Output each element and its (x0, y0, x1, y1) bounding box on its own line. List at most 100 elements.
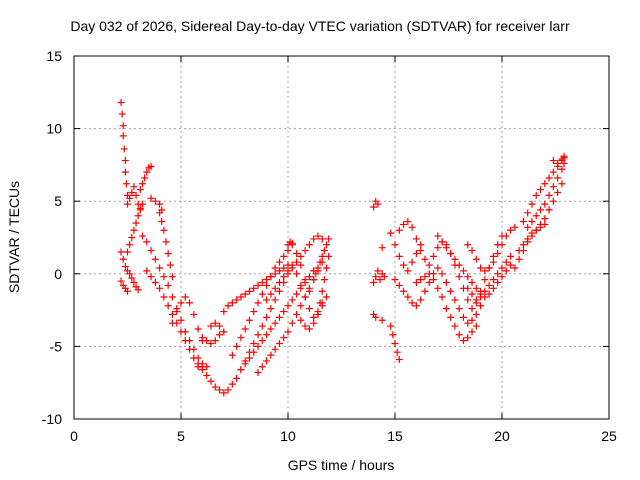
data-point (280, 308, 288, 316)
data-point (370, 279, 378, 287)
data-point (305, 284, 313, 292)
data-point (134, 212, 142, 220)
data-point (124, 287, 131, 295)
data-point (258, 363, 266, 371)
data-point (126, 270, 134, 278)
data-point (421, 287, 429, 295)
data-point (442, 279, 450, 287)
data-series (284, 238, 296, 249)
data-point (245, 354, 253, 362)
data-point (395, 226, 403, 234)
data-point (464, 241, 472, 249)
data-point (119, 132, 127, 140)
data-point (168, 273, 176, 281)
data-point (128, 234, 136, 241)
data-point (254, 369, 262, 377)
data-point (128, 188, 136, 196)
x-tick-label: 15 (387, 428, 403, 444)
data-point (130, 279, 138, 287)
data-point (434, 284, 442, 292)
data-series (220, 261, 292, 316)
data-point (160, 273, 168, 281)
data-point (156, 284, 164, 292)
data-point (233, 374, 241, 382)
data-series (370, 197, 382, 211)
data-point (305, 241, 313, 249)
data-point (545, 206, 553, 214)
data-point (132, 219, 140, 227)
data-point (284, 302, 292, 310)
data-series (387, 322, 403, 363)
data-point (485, 264, 493, 272)
data-points-layer (117, 98, 568, 397)
plot-frame (73, 55, 610, 420)
data-point (323, 264, 331, 272)
data-point (541, 200, 549, 208)
data-point (554, 188, 562, 196)
data-point (301, 279, 309, 287)
data-point (391, 241, 399, 249)
data-series (519, 154, 568, 226)
data-point (190, 310, 198, 318)
data-point (280, 252, 288, 260)
y-tick-label: 15 (46, 48, 62, 64)
data-series (138, 232, 211, 371)
data-point (267, 325, 275, 333)
data-point (318, 287, 326, 295)
data-point (254, 299, 262, 307)
y-axis-label: SDTVAR / TECUs (6, 181, 22, 293)
data-point (532, 191, 540, 199)
data-point (301, 293, 309, 301)
x-tick-label: 0 (70, 428, 78, 444)
data-point (507, 261, 515, 269)
data-series (117, 277, 131, 295)
data-point (519, 241, 527, 249)
data-series (136, 162, 155, 194)
data-point (186, 345, 194, 353)
data-point (136, 186, 144, 194)
data-series (194, 363, 224, 394)
data-point (438, 270, 446, 278)
data-series (378, 244, 386, 252)
data-point (177, 299, 185, 307)
data-point (138, 180, 146, 188)
data-point (380, 273, 388, 281)
data-point (502, 258, 510, 266)
data-point (263, 331, 271, 339)
data-series (168, 293, 206, 345)
data-point (549, 197, 557, 205)
data-point (451, 255, 459, 263)
data-series (391, 264, 485, 327)
data-point (511, 223, 519, 231)
data-point (472, 296, 480, 304)
data-point (537, 186, 545, 194)
data-point (468, 328, 476, 336)
data-point (143, 238, 151, 246)
data-point (241, 290, 249, 298)
data-point (301, 247, 309, 255)
data-point (267, 290, 275, 298)
data-point (417, 276, 425, 284)
data-point (280, 334, 288, 342)
data-point (271, 296, 279, 304)
data-point (417, 247, 425, 255)
data-point (126, 241, 134, 249)
data-point (391, 276, 399, 284)
data-point (194, 325, 202, 333)
data-point (464, 273, 472, 281)
data-point (130, 226, 138, 234)
data-point (494, 279, 502, 287)
data-point (477, 264, 485, 272)
data-point (275, 258, 283, 266)
data-point (537, 223, 545, 231)
data-series (198, 331, 224, 347)
data-point (549, 157, 557, 165)
data-point (468, 305, 476, 313)
data-point (524, 223, 532, 231)
data-series (412, 270, 480, 345)
data-point (425, 279, 433, 287)
data-series (464, 223, 519, 275)
data-point (254, 342, 262, 350)
data-series (143, 267, 206, 371)
data-point (220, 308, 228, 316)
